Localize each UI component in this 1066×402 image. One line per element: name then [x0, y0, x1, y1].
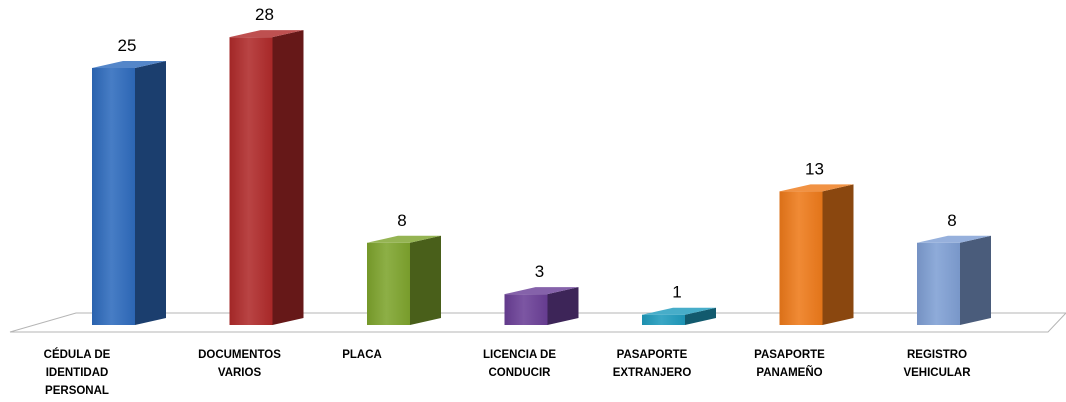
category-label: PLACA [342, 349, 382, 361]
bar-front-face [504, 294, 548, 325]
bar-front-face [642, 314, 685, 325]
bar-0 [92, 61, 166, 325]
value-labels-group: 25 28 8 3 1 13 8 [118, 5, 957, 302]
value-label: 25 [118, 36, 137, 55]
bar-top-face [504, 287, 579, 295]
category-label: PASAPORTE PANAMEÑO [754, 349, 825, 379]
value-label: 1 [672, 283, 681, 302]
bar-side-face [685, 307, 716, 325]
bar-side-face [410, 235, 441, 325]
bar-top-face [229, 30, 304, 38]
bar-side-face [822, 184, 854, 325]
bar-side-face [135, 61, 166, 325]
bar-side-face [272, 30, 304, 325]
bar-2 [367, 235, 441, 325]
bar-1 [229, 30, 304, 325]
bar-top-face [917, 235, 991, 243]
bar-top-face [92, 61, 166, 68]
bar-top-face [642, 307, 716, 315]
bar-top-face [367, 235, 441, 243]
value-label: 8 [397, 211, 406, 230]
bar-front-face [917, 242, 960, 325]
bar-side-face [547, 287, 579, 325]
bar-5 [779, 184, 854, 325]
bar-3 [504, 287, 579, 325]
bars-group [92, 30, 991, 325]
value-label: 13 [805, 159, 824, 178]
bar-front-face [779, 191, 823, 325]
value-label: 28 [255, 5, 274, 24]
value-label: 3 [535, 262, 544, 281]
bar-front-face [367, 242, 410, 325]
category-label: PASAPORTE EXTRANJERO [613, 349, 692, 379]
category-label: LICENCIA DE CONDUCIR [483, 349, 556, 379]
bar-4 [642, 307, 716, 325]
bar-top-face [779, 184, 854, 192]
bar-front-face [92, 68, 135, 325]
value-label: 8 [947, 211, 956, 230]
category-label: DOCUMENTOS VARIOS [198, 349, 281, 379]
category-labels-group: CÉDULA DE IDENTIDAD PERSONAL DOCUMENTOS VARI… [44, 348, 972, 397]
bar-6 [917, 235, 991, 325]
category-label: REGISTRO VEHICULAR [903, 349, 971, 379]
bar-side-face [960, 235, 991, 325]
bar-front-face [229, 37, 273, 325]
category-label: CÉDULA DE IDENTIDAD PERSONAL [44, 348, 111, 397]
